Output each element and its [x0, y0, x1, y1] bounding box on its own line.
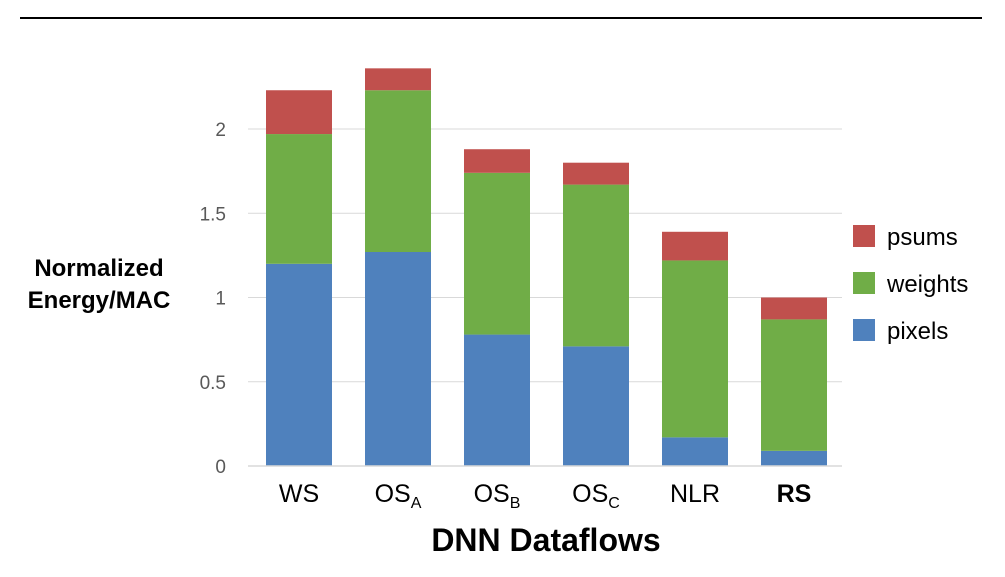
legend-swatch-weights	[853, 272, 875, 294]
bar-segment-pixels	[563, 346, 629, 466]
bar-segment-pixels	[761, 450, 827, 466]
x-tick-label-text: WS	[279, 480, 319, 508]
bar-segment-weights	[266, 134, 332, 264]
y-tick-label: 1	[215, 289, 226, 310]
bar-segment-weights	[662, 260, 728, 438]
bar-segment-psums	[365, 68, 431, 91]
x-tick-label: OSC	[572, 480, 620, 512]
legend-label-psums: psums	[887, 224, 958, 251]
legend-label-pixels: pixels	[887, 318, 948, 345]
legend: psums weights pixels	[853, 224, 968, 345]
legend-swatch-pixels	[853, 319, 875, 341]
bar-segment-weights	[464, 172, 530, 335]
bar-segment-weights	[365, 90, 431, 253]
bar-segment-psums	[464, 149, 530, 173]
y-tick-label: 0	[215, 457, 226, 478]
y-tick-label: 0.5	[200, 373, 226, 394]
y-tick-label: 2	[215, 120, 226, 141]
y-tick-label: 1.5	[200, 204, 226, 225]
bar-segment-pixels	[464, 334, 530, 466]
x-tick-label-text: NLR	[670, 480, 720, 508]
bar-segment-pixels	[662, 437, 728, 466]
x-tick-label: NLR	[670, 480, 720, 508]
x-tick-label-text: OS	[375, 480, 411, 508]
x-tick-label: OSB	[474, 480, 521, 512]
y-axis-label-line-2: Energy/MAC	[28, 287, 171, 314]
bars	[266, 68, 827, 466]
x-axis-category-labels: WS OSA OSB OSC NLR RS	[279, 480, 812, 512]
bar-segment-weights	[563, 184, 629, 347]
x-tick-label: WS	[279, 480, 319, 508]
legend-label-weights: weights	[886, 271, 968, 298]
bar-segment-pixels	[365, 252, 431, 466]
x-tick-label-subscript: A	[411, 495, 422, 512]
x-tick-label-text: OS	[474, 480, 510, 508]
x-tick-label-subscript: C	[608, 495, 620, 512]
bar-segment-psums	[662, 231, 728, 261]
x-axis-title: DNN Dataflows	[431, 522, 660, 558]
y-axis-ticks: 0 0.5 1 1.5 2	[200, 120, 226, 478]
bar-segment-psums	[266, 90, 332, 135]
bar-segment-pixels	[266, 263, 332, 466]
legend-swatch-psums	[853, 225, 875, 247]
gridlines	[248, 128, 842, 383]
x-tick-label-text: OS	[572, 480, 608, 508]
bar-segment-psums	[761, 297, 827, 320]
x-tick-label-text: RS	[777, 480, 812, 508]
x-tick-label-subscript: B	[510, 495, 521, 512]
bar-segment-psums	[563, 162, 629, 185]
bar-segment-weights	[761, 319, 827, 451]
y-axis-label-line-1: Normalized	[34, 255, 163, 282]
x-tick-label: RS	[777, 480, 812, 508]
x-tick-label: OSA	[375, 480, 422, 512]
